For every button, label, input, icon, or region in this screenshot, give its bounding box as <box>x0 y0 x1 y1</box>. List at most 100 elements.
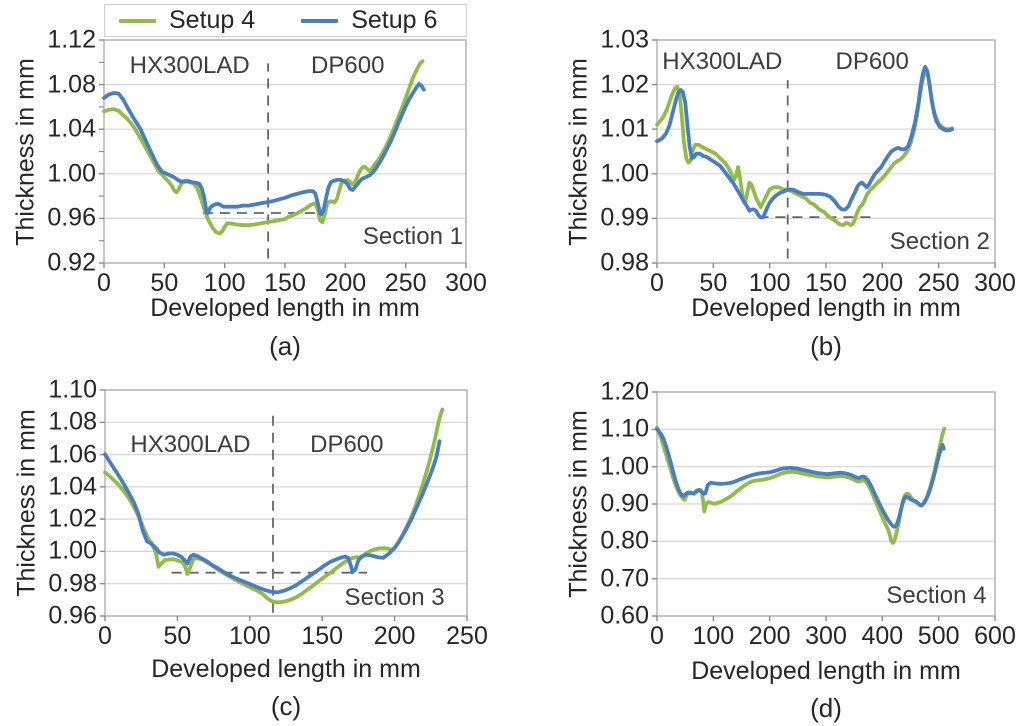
subplot-d: Thickness in mm Section 4 Developed leng… <box>512 363 1024 726</box>
y-tick-label: 0.98 <box>48 569 97 598</box>
material-label-right: DP600 <box>835 47 909 75</box>
series-line-setup-4 <box>655 425 947 545</box>
x-tick-label: 0 <box>97 269 111 297</box>
subplot-c: Thickness in mm HX300LAD DP600 Section 3 D… <box>0 363 512 726</box>
section-label: Section 4 <box>886 581 987 609</box>
x-tick-label: 50 <box>163 622 192 650</box>
x-tick-label: 500 <box>917 622 960 650</box>
y-tick-label: 1.02 <box>600 70 649 99</box>
y-tick-label: 0.70 <box>600 564 649 593</box>
x-tick-label: 300 <box>974 269 1016 297</box>
x-tick-label: 150 <box>805 269 847 297</box>
section-label: Section 1 <box>362 223 463 251</box>
plot-area-a <box>99 39 467 268</box>
material-label-right: DP600 <box>311 51 385 79</box>
y-tick-label: 1.02 <box>48 504 97 533</box>
x-tick-label: 150 <box>301 622 344 650</box>
subplot-b: Thickness in mm HX300LAD DP600 Section 2 D… <box>512 0 1024 363</box>
y-tick-label: 1.04 <box>48 472 97 501</box>
y-tick-label: 0.99 <box>600 203 649 232</box>
y-tick-label: 1.20 <box>600 377 649 406</box>
x-tick-label: 50 <box>699 269 728 297</box>
series-line-setup-6 <box>655 427 946 529</box>
series-line-setup-6 <box>102 82 426 217</box>
x-tick-label: 300 <box>445 269 487 297</box>
x-tick-label: 250 <box>446 622 488 650</box>
material-label-left: HX300LAD <box>662 47 783 75</box>
legend-label-setup6: Setup 6 <box>351 6 438 34</box>
x-axis-title: Developed length in mm <box>691 294 961 322</box>
x-tick-label: 200 <box>748 622 791 650</box>
y-tick-label: 0.96 <box>48 601 97 630</box>
y-tick-label: 0.60 <box>600 601 649 630</box>
x-tick-label: 0 <box>650 622 664 650</box>
series-line-setup-6 <box>655 64 955 220</box>
x-tick-label: 200 <box>373 622 416 650</box>
y-tick-label: 1.00 <box>600 452 649 481</box>
x-tick-label: 250 <box>917 269 960 297</box>
x-tick-label: 150 <box>264 269 306 297</box>
y-tick-label: 1.03 <box>600 25 649 54</box>
x-tick-label: 250 <box>384 269 427 297</box>
subplot-caption: (b) <box>810 331 842 361</box>
x-tick-label: 100 <box>692 622 735 650</box>
plot-area-b <box>652 39 996 268</box>
subplot-a: Setup 4 Setup 6 Thickness in mm HX300LAD… <box>0 0 512 363</box>
legend-swatch-setup6-icon <box>301 18 339 23</box>
y-tick-label: 1.12 <box>47 25 96 54</box>
y-tick-label: 0.92 <box>47 248 96 277</box>
subplot-caption: (d) <box>810 693 842 723</box>
series-line-setup-4 <box>102 59 425 236</box>
section-label: Section 3 <box>344 583 445 611</box>
x-tick-label: 100 <box>228 622 271 650</box>
plot-region-b: HX300LAD DP600 Section 2 <box>652 39 996 268</box>
legend-item-setup6: Setup 6 <box>301 6 437 35</box>
plot-region-a: HX300LAD DP600 Section 1 <box>99 39 467 268</box>
x-tick-label: 0 <box>98 622 112 650</box>
y-tick-label: 0.90 <box>600 489 649 518</box>
y-tick-label: 1.00 <box>47 159 96 188</box>
x-tick-label: 600 <box>974 622 1016 650</box>
plot-border <box>104 389 468 617</box>
plot-area-c <box>100 389 468 621</box>
y-tick-label: 0.80 <box>600 526 649 555</box>
legend-swatch-setup4-icon <box>119 18 156 23</box>
x-tick-label: 50 <box>150 269 179 297</box>
material-label-left: HX300LAD <box>129 51 250 79</box>
x-tick-label: 100 <box>203 269 246 297</box>
x-tick-label: 200 <box>324 269 367 297</box>
x-tick-label: 400 <box>861 622 904 650</box>
subplot-caption: (a) <box>269 331 301 361</box>
y-tick-label: 1.08 <box>47 70 96 99</box>
x-tick-label: 100 <box>748 269 791 297</box>
subplot-caption: (c) <box>270 691 302 721</box>
x-tick-label: 0 <box>650 269 664 297</box>
y-tick-label: 1.00 <box>600 159 649 188</box>
y-tick-label: 1.01 <box>600 114 649 143</box>
x-axis-title: Developed length in mm <box>691 657 961 685</box>
section-label: Section 2 <box>889 228 990 256</box>
y-tick-label: 1.08 <box>48 407 97 436</box>
y-tick-label: 1.10 <box>48 375 97 404</box>
x-axis-title: Developed length in mm <box>150 294 420 322</box>
material-label-right: DP600 <box>310 431 384 459</box>
x-axis-title: Developed length in mm <box>151 655 421 683</box>
y-tick-label: 1.06 <box>48 440 97 469</box>
series-line-setup-6 <box>103 439 442 595</box>
material-label-left: HX300LAD <box>130 431 251 459</box>
x-tick-label: 200 <box>861 269 904 297</box>
legend-item-setup4: Setup 4 <box>119 6 255 35</box>
plot-area-d <box>652 391 996 621</box>
plot-region-c: HX300LAD DP600 Section 3 <box>100 389 468 621</box>
y-tick-label: 1.10 <box>600 414 649 443</box>
legend: Setup 4 Setup 6 <box>104 4 467 37</box>
plot-region-d: Section 4 <box>652 391 996 621</box>
y-tick-label: 1.00 <box>48 536 97 565</box>
y-tick-label: 0.96 <box>47 203 96 232</box>
x-tick-label: 300 <box>805 622 847 650</box>
y-tick-label: 0.98 <box>600 248 649 277</box>
y-tick-label: 1.04 <box>47 114 96 143</box>
series-line-setup-4 <box>655 68 955 228</box>
legend-label-setup4: Setup 4 <box>169 6 256 34</box>
